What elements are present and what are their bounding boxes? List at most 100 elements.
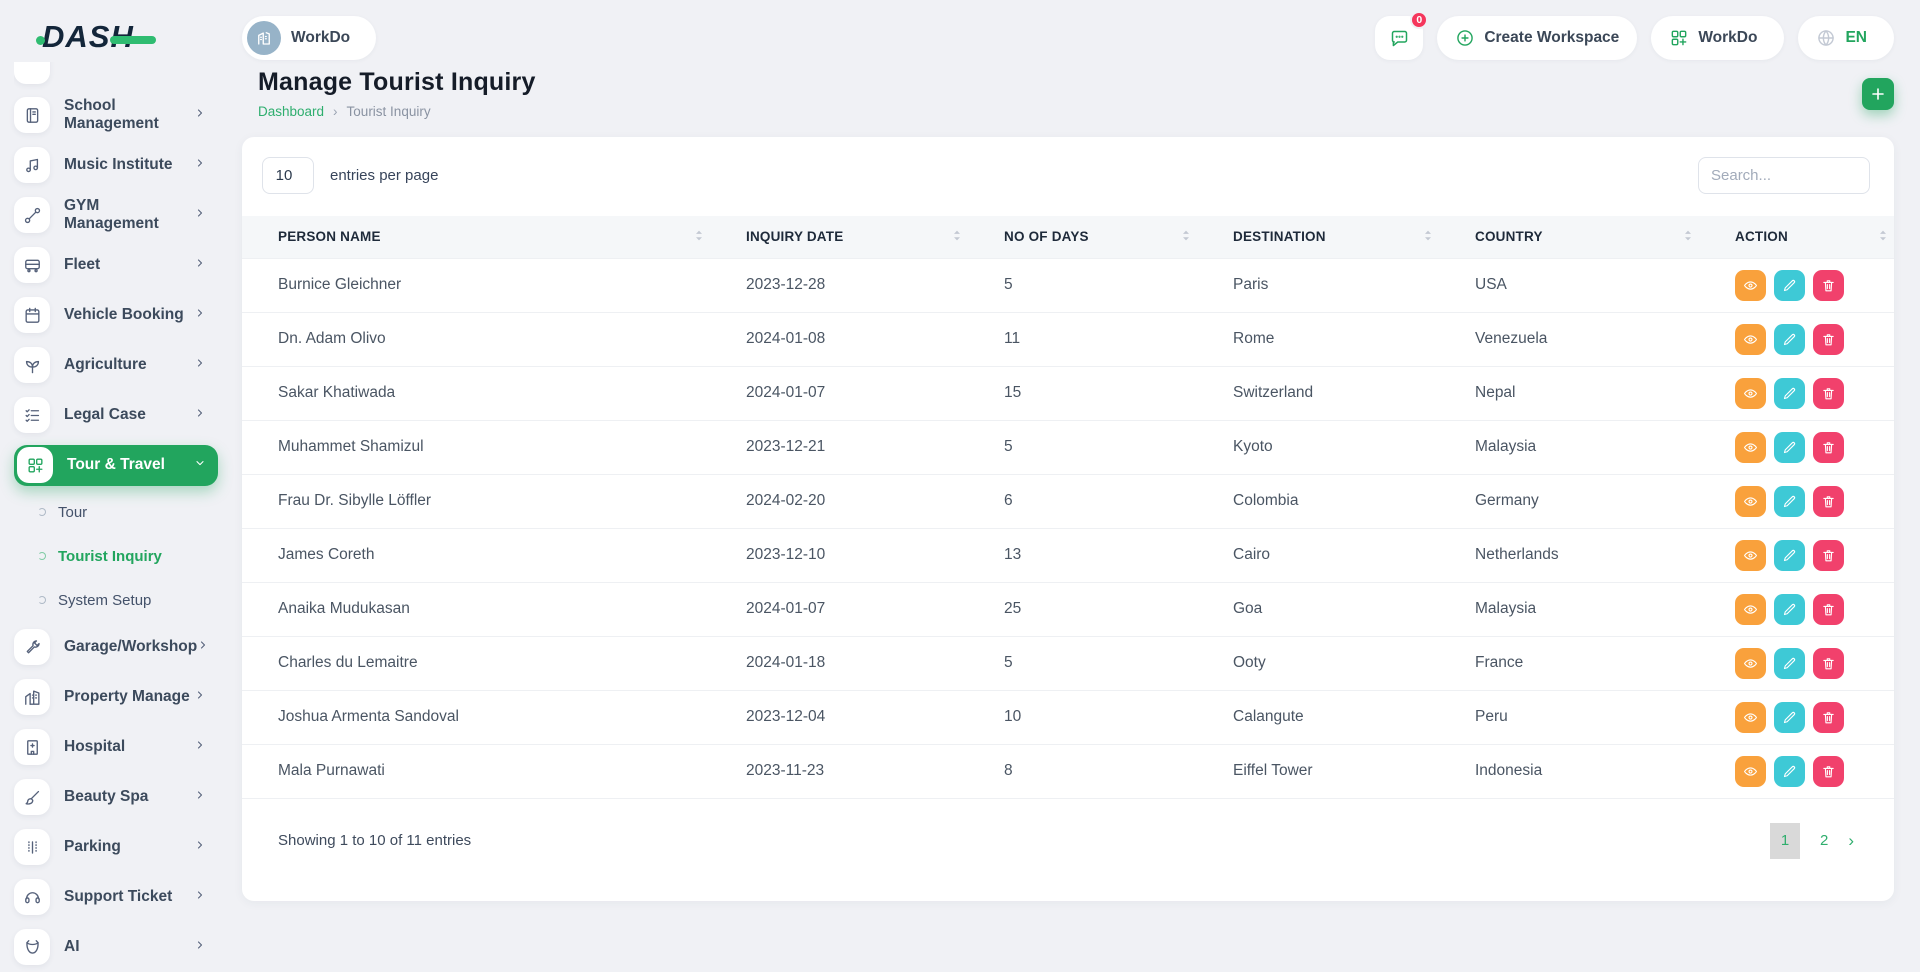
edit-button[interactable]	[1774, 323, 1805, 355]
sidebar-item-fleet[interactable]: Fleet	[14, 240, 218, 290]
sidebar-item-agriculture[interactable]: Agriculture	[14, 340, 218, 390]
sidebar-subitem-system-setup[interactable]: System Setup	[14, 578, 232, 622]
column-header-inquiry-date[interactable]: INQUIRY DATE	[710, 216, 968, 258]
edit-button[interactable]	[1774, 647, 1805, 679]
edit-button[interactable]	[1774, 755, 1805, 787]
delete-button[interactable]	[1813, 431, 1844, 463]
sidebar-item-beauty-spa[interactable]: Beauty Spa	[14, 772, 218, 822]
search-input[interactable]	[1698, 157, 1870, 194]
grid-icon	[26, 456, 45, 475]
chevron-right-icon	[194, 738, 206, 756]
sidebar-item-gym-management[interactable]: GYM Management	[14, 190, 218, 240]
edit-button[interactable]	[1774, 701, 1805, 733]
messages-button[interactable]: 0	[1375, 11, 1429, 60]
sidebar-item-hospital[interactable]: Hospital	[14, 722, 218, 772]
chevron-right-icon	[194, 789, 206, 801]
edit-button[interactable]	[1774, 593, 1805, 625]
column-header-person-name[interactable]: PERSON NAME	[242, 216, 710, 258]
sort-icon[interactable]	[1181, 228, 1191, 246]
view-button[interactable]	[1735, 539, 1766, 571]
page-button-1[interactable]: 1	[1769, 822, 1800, 859]
view-button[interactable]	[1735, 647, 1766, 679]
delete-button[interactable]	[1813, 593, 1844, 625]
view-button[interactable]	[1735, 431, 1766, 463]
entries-per-page-select[interactable]: 10	[262, 157, 320, 197]
eye-icon	[1743, 548, 1758, 563]
view-button[interactable]	[1735, 485, 1766, 517]
sidebar-item-vehicle-booking[interactable]: Vehicle Booking	[14, 290, 218, 340]
view-button[interactable]	[1735, 269, 1766, 301]
building-avatar-icon	[255, 29, 273, 47]
sidebar-subitem-label: Tour	[58, 503, 88, 521]
column-header-no-of-days[interactable]: NO OF DAYS	[968, 216, 1197, 258]
sidebar-subitem-tourist-inquiry[interactable]: Tourist Inquiry	[14, 534, 232, 578]
add-inquiry-button[interactable]	[1862, 78, 1894, 110]
edit-button[interactable]	[1774, 269, 1805, 301]
sidebar-item-tour-travel[interactable]: Tour & Travel	[14, 444, 218, 486]
view-button[interactable]	[1735, 377, 1766, 409]
sort-icon[interactable]	[952, 228, 962, 246]
delete-button[interactable]	[1813, 539, 1844, 571]
sidebar-subitem-tour[interactable]: Tour	[14, 490, 232, 534]
edit-button[interactable]	[1774, 431, 1805, 463]
cell-country: Nepal	[1439, 365, 1699, 420]
parking-icon	[23, 838, 42, 857]
cell-actions	[1699, 419, 1894, 474]
sidebar-item-property-manage[interactable]: Property Manage	[14, 672, 218, 722]
table-row: Joshua Armenta Sandoval 2023-12-04 10 Calan…	[242, 689, 1894, 744]
delete-button[interactable]	[1813, 485, 1844, 517]
language-selector[interactable]: EN	[1798, 16, 1896, 60]
cell-inquiry-date: 2023-12-28	[710, 257, 968, 312]
delete-button[interactable]	[1813, 701, 1844, 733]
sidebar-item-label: Support Ticket	[64, 888, 173, 906]
sort-icon[interactable]	[1423, 228, 1433, 246]
view-button[interactable]	[1735, 701, 1766, 733]
column-header-label: COUNTRY	[1475, 229, 1543, 245]
edit-button[interactable]	[1774, 539, 1805, 571]
sidebar-item-garage-workshop[interactable]: Garage/Workshop	[14, 622, 218, 672]
chevron-right-icon	[194, 938, 206, 956]
column-header-destination[interactable]: DESTINATION	[1197, 216, 1439, 258]
cell-inquiry-date: 2023-12-21	[710, 419, 968, 474]
view-button[interactable]	[1735, 323, 1766, 355]
trash-icon	[1821, 332, 1836, 347]
delete-button[interactable]	[1813, 269, 1844, 301]
sort-icon[interactable]	[1683, 228, 1693, 246]
edit-button[interactable]	[1774, 485, 1805, 517]
workspace-switcher[interactable]: WorkDo	[242, 16, 380, 60]
column-header-action[interactable]: ACTION	[1699, 216, 1894, 258]
delete-button[interactable]	[1813, 323, 1844, 355]
sidebar-item-parking[interactable]: Parking	[14, 822, 218, 872]
breadcrumb-dashboard-link[interactable]: Dashboard	[258, 104, 325, 119]
column-header-country[interactable]: COUNTRY	[1439, 216, 1699, 258]
sidebar-item-ai[interactable]: AI	[14, 922, 218, 972]
app-logo[interactable]: DASH	[14, 14, 232, 60]
cell-actions	[1699, 311, 1894, 366]
pagination: 1 2 ›	[1769, 822, 1854, 859]
sort-icon[interactable]	[1878, 228, 1888, 246]
view-button[interactable]	[1735, 755, 1766, 787]
cell-destination: Rome	[1197, 311, 1439, 366]
edit-button[interactable]	[1774, 377, 1805, 409]
next-page-button[interactable]: ›	[1848, 831, 1854, 850]
sidebar-item-label: Tour & Travel	[67, 456, 165, 474]
view-button[interactable]	[1735, 593, 1766, 625]
delete-button[interactable]	[1813, 647, 1844, 679]
sidebar-item-support-ticket[interactable]: Support Ticket	[14, 872, 218, 922]
sidebar-item-school-management[interactable]: School Management	[14, 90, 218, 140]
table-row: Mala Purnawati 2023-11-23 8 Eiffel Tower Ind…	[242, 743, 1894, 799]
sidebar-item-legal-case[interactable]: Legal Case	[14, 390, 218, 440]
sort-icon[interactable]	[694, 228, 704, 246]
pencil-icon	[1782, 656, 1797, 671]
chat-icon	[1389, 28, 1410, 49]
sidebar-item-music-institute[interactable]: Music Institute	[14, 140, 218, 190]
trash-icon	[1821, 548, 1836, 563]
sidebar-item-icon-chip	[14, 397, 50, 433]
page-button-2[interactable]: 2	[1819, 832, 1829, 849]
create-workspace-button[interactable]: Create Workspace	[1437, 16, 1638, 60]
workdo-menu-button[interactable]: WorkDo	[1651, 16, 1786, 60]
delete-button[interactable]	[1813, 377, 1844, 409]
delete-button[interactable]	[1813, 755, 1844, 787]
cell-country: Germany	[1439, 473, 1699, 528]
sidebar-item-partial[interactable]	[14, 62, 232, 90]
